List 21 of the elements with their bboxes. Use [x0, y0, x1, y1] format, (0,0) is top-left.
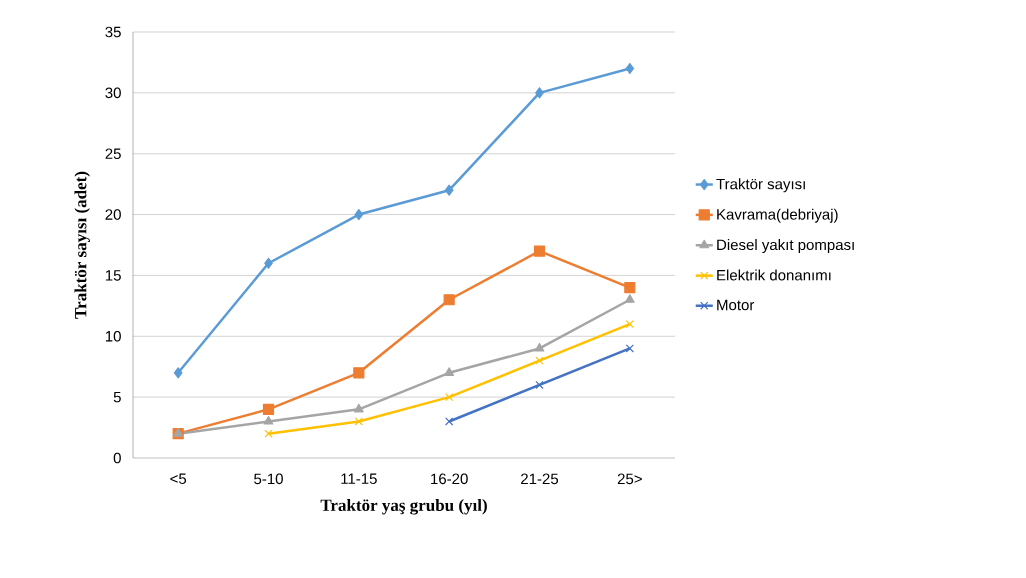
x-tick-label: <5: [170, 473, 187, 484]
x-tick-label: 11-15: [341, 473, 377, 484]
y-tick-label: 30: [105, 87, 121, 99]
x-axis-title: Traktör yaş grubu (yıl): [320, 499, 487, 515]
x-tick-label: 25>: [617, 473, 642, 485]
legend-label: Motor: [717, 299, 755, 311]
legend-label: Diesel yakıt pompası: [717, 239, 854, 254]
y-tick-label: 10: [105, 330, 121, 342]
y-tick-label: 0: [113, 452, 121, 464]
y-tick-label: 20: [105, 209, 121, 220]
x-tick-label: 21-25: [521, 473, 559, 485]
y-tick-label: 5: [113, 391, 121, 403]
legend-label: Kavrama(debriyaj): [717, 208, 838, 223]
legend-label: Traktör sayısı: [716, 178, 805, 193]
y-tick-label: 15: [105, 270, 121, 281]
x-tick-label: 16-20: [431, 473, 468, 485]
x-tick-label: 5-10: [254, 473, 283, 485]
y-axis-title: Traktör sayısı (adet): [74, 171, 90, 319]
y-tick-label: 25: [105, 148, 121, 160]
legend-label: Elektrik donanımı: [717, 269, 831, 281]
y-tick-label: 35: [105, 26, 121, 38]
